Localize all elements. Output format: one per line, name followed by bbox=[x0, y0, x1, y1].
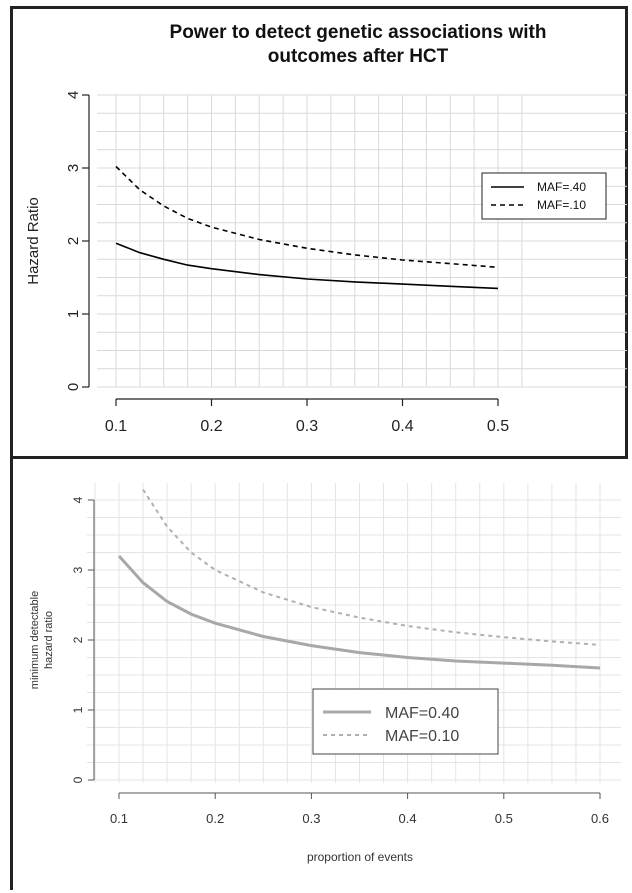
bottom-x-tick-label: 0.1 bbox=[110, 811, 128, 826]
top-legend: MAF=.40 MAF=.10 bbox=[481, 172, 607, 220]
top-y-tick-label: 0 bbox=[65, 383, 82, 391]
top-legend-label: MAF=.40 bbox=[537, 180, 586, 194]
bottom-legend-box bbox=[312, 688, 499, 755]
top-x-tick-label: 0.2 bbox=[200, 418, 222, 435]
bottom-series-line-maf10 bbox=[142, 488, 601, 646]
bottom-y-tick-label: 0 bbox=[71, 776, 85, 783]
bottom-y-tick-label: 3 bbox=[71, 566, 85, 573]
bottom-x-tick-label: 0.2 bbox=[206, 811, 224, 826]
top-chart-title: Power to detect genetic associations wit… bbox=[170, 22, 547, 43]
top-series-line-maf40 bbox=[115, 242, 499, 290]
top-legend-box bbox=[481, 172, 607, 220]
bottom-y-tick-label: 4 bbox=[71, 496, 85, 503]
bottom-legend-label: MAF=0.40 bbox=[385, 705, 459, 722]
bottom-legend: MAF=0.40 MAF=0.10 bbox=[312, 688, 499, 755]
top-series-line-maf10 bbox=[115, 165, 499, 269]
top-x-tick-label: 0.3 bbox=[296, 418, 318, 435]
bottom-x-tick-label: 0.6 bbox=[591, 811, 609, 826]
top-chart-title: outcomes after HCT bbox=[268, 46, 449, 67]
bottom-x-axis-label: proportion of events bbox=[307, 850, 413, 864]
bottom-y-tick-label: 1 bbox=[71, 706, 85, 713]
bottom-y-axis-label: minimum detectable bbox=[29, 591, 41, 689]
top-y-tick-label: 2 bbox=[65, 237, 82, 245]
top-x-tick-label: 0.1 bbox=[105, 418, 127, 435]
top-y-tick-label: 3 bbox=[65, 164, 82, 172]
bottom-y-axis-label: hazard ratio bbox=[43, 611, 55, 669]
top-x-tick-label: 0.4 bbox=[391, 418, 413, 435]
top-y-tick-label: 1 bbox=[65, 310, 82, 318]
bottom-x-tick-label: 0.4 bbox=[399, 811, 417, 826]
bottom-y-tick-label: 2 bbox=[71, 636, 85, 643]
top-chart: Power to detect genetic associations wit… bbox=[25, 22, 627, 435]
bottom-chart: 0 1 2 3 4 minimum detectable hazard ratio 0.1 0.… bbox=[29, 483, 621, 864]
bottom-x-tick-label: 0.3 bbox=[302, 811, 320, 826]
top-legend-label: MAF=.10 bbox=[537, 198, 586, 212]
top-y-tick-label: 4 bbox=[65, 91, 82, 99]
bottom-series-line-maf40 bbox=[117, 554, 601, 670]
bottom-legend-label: MAF=0.10 bbox=[385, 728, 459, 745]
top-panel-frame bbox=[10, 6, 628, 459]
top-y-axis-label: Hazard Ratio bbox=[25, 197, 42, 285]
bottom-x-tick-label: 0.5 bbox=[495, 811, 513, 826]
top-x-tick-label: 0.5 bbox=[487, 418, 509, 435]
